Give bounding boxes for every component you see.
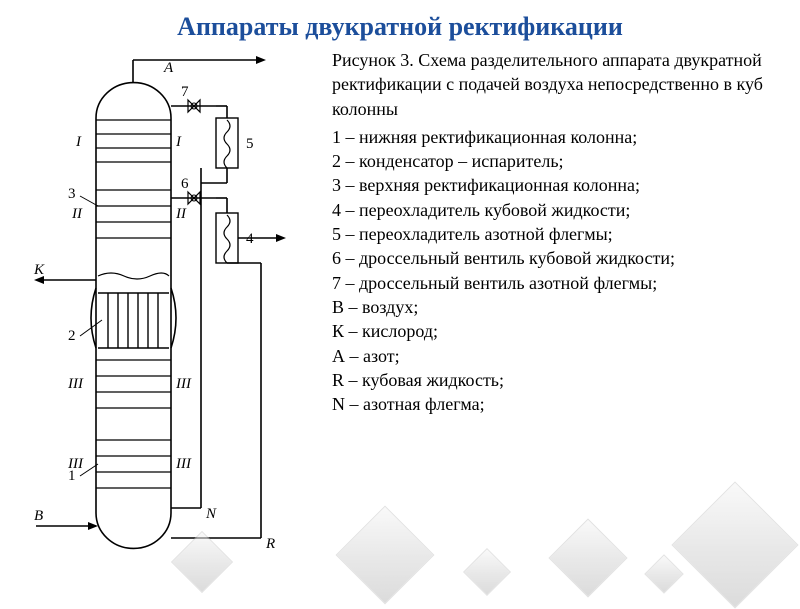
label-R: R xyxy=(265,536,275,552)
legend-item: N – азотная флегма; xyxy=(332,392,784,416)
legend-item: 5 – переохладитель азотной флегмы; xyxy=(332,222,784,246)
roman-I-left: I xyxy=(75,134,82,150)
tray-group-3 xyxy=(96,360,171,408)
label-K: К xyxy=(33,262,45,278)
roman-I-right: I xyxy=(175,134,182,150)
legend-item: 7 – дроссельный вентиль азотной флегмы; xyxy=(332,271,784,295)
diagram-container: А К В N R 7 xyxy=(16,48,316,568)
num-1: 1 xyxy=(68,468,76,484)
page-title: Аппараты двукратной ректификации xyxy=(0,0,800,48)
roman-III-right-a: III xyxy=(175,376,192,392)
tray-group-1 xyxy=(96,120,171,162)
tray-group-4 xyxy=(96,440,171,488)
column-outline xyxy=(96,83,171,549)
content-row: А К В N R 7 xyxy=(0,48,800,568)
label-N: N xyxy=(205,506,217,522)
legend-item: 4 – переохладитель кубовой жидкости; xyxy=(332,198,784,222)
legend-item: В – воздух; xyxy=(332,295,784,319)
legend-item: К – кислород; xyxy=(332,319,784,343)
roman-III-left-a: III xyxy=(67,376,84,392)
legend-item: 6 – дроссельный вентиль кубовой жидкости… xyxy=(332,246,784,270)
legend-item: 3 – верхняя ректификационная колонна; xyxy=(332,173,784,197)
label-5: 5 xyxy=(246,136,254,152)
label-A: А xyxy=(163,60,174,76)
roman-II-right: II xyxy=(175,206,187,222)
arrow-B xyxy=(88,522,98,530)
label-B: В xyxy=(34,508,43,524)
num-3: 3 xyxy=(68,186,76,202)
legend-item: 2 – конденсатор – испаритель; xyxy=(332,149,784,173)
legend-item: 1 – нижняя ректификационная колонна; xyxy=(332,125,784,149)
label-7: 7 xyxy=(181,84,189,100)
label-4: 4 xyxy=(246,231,254,247)
legend-item: А – азот; xyxy=(332,344,784,368)
figure-caption: Рисунок 3. Схема разделительного аппарат… xyxy=(332,48,784,121)
condenser-evaporator xyxy=(98,273,169,348)
heat-exchanger-5 xyxy=(201,106,238,183)
tray-group-2 xyxy=(96,190,171,238)
rectification-diagram: А К В N R 7 xyxy=(16,48,316,568)
legend-item: R – кубовая жидкость; xyxy=(332,368,784,392)
legend: Рисунок 3. Схема разделительного аппарат… xyxy=(316,48,784,568)
num-2: 2 xyxy=(68,328,76,344)
arrow-A xyxy=(256,56,266,64)
valve-6 xyxy=(171,192,216,204)
roman-II-left: II xyxy=(71,206,83,222)
roman-III-right-b: III xyxy=(175,456,192,472)
label-6: 6 xyxy=(181,176,189,192)
valve-7 xyxy=(171,100,216,112)
